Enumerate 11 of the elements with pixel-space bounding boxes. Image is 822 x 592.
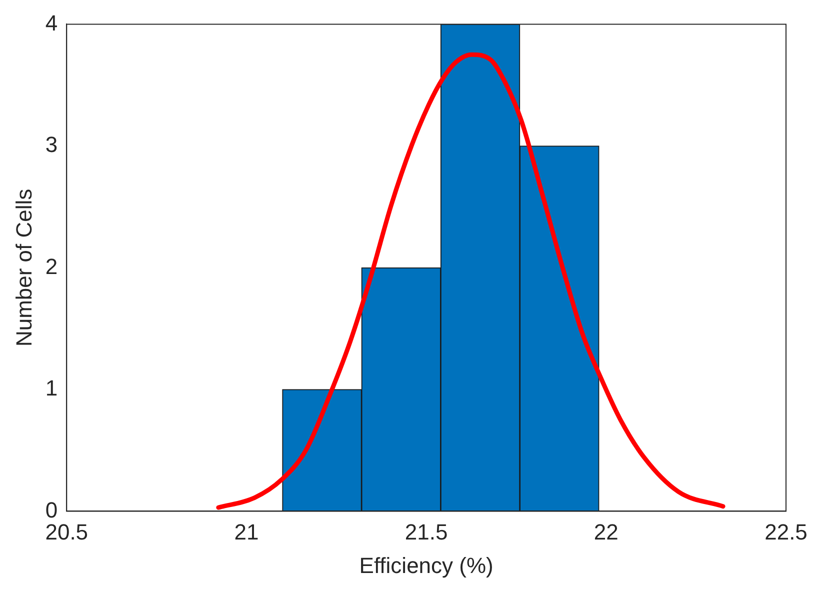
x-tick-label: 22 <box>594 519 618 544</box>
x-axis-title: Efficiency (%) <box>359 552 494 578</box>
y-tick-label: 1 <box>45 376 58 401</box>
line-series <box>216 52 726 510</box>
y-axis-title: Number of Cells <box>11 188 36 347</box>
x-tick-label: 21.5 <box>404 519 448 544</box>
y-tick-label: 4 <box>45 10 58 36</box>
y-tick-label: 3 <box>45 132 58 158</box>
x-tick-label: 22.5 <box>764 519 808 544</box>
y-tick-label: 2 <box>45 254 58 279</box>
x-tick-label: 21 <box>234 519 259 544</box>
